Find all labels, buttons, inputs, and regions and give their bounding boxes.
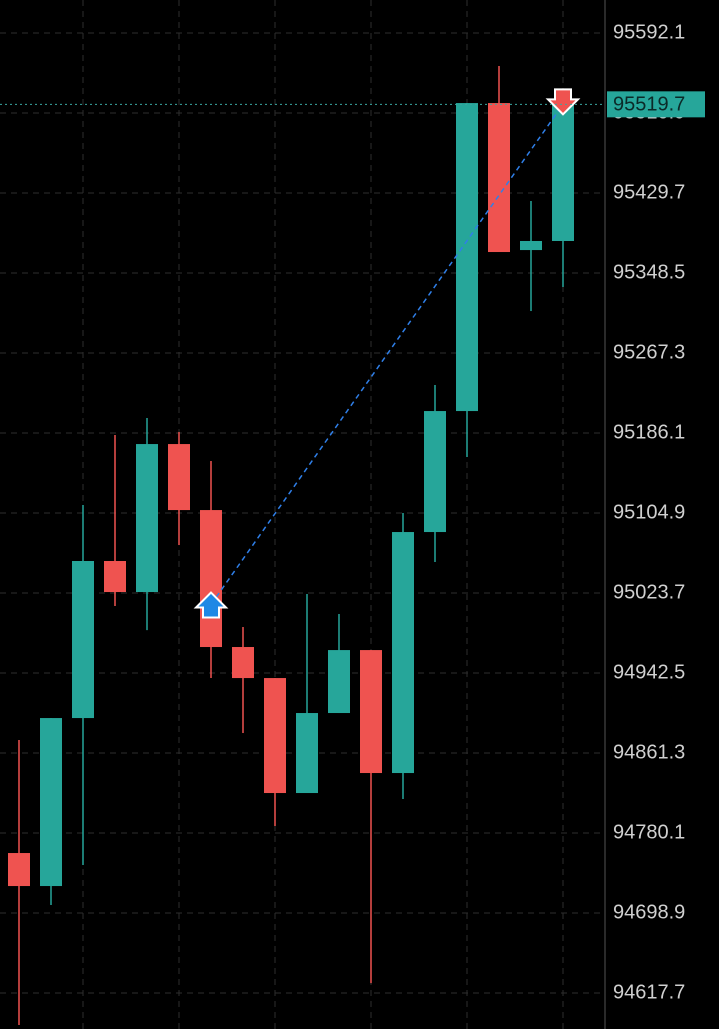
candle-body [456, 103, 478, 412]
candle-body [40, 718, 62, 887]
candle-body [8, 853, 30, 887]
sell-arrow [545, 88, 581, 116]
y-tick-label: 94698.9 [613, 901, 685, 923]
y-tick-label: 95104.9 [613, 501, 685, 523]
candle-body [232, 647, 254, 679]
candle-body [136, 444, 158, 593]
candle-body [264, 678, 286, 794]
y-tick-label: 94780.1 [613, 821, 685, 843]
y-tick-label: 94942.5 [613, 661, 685, 683]
candle-body [328, 650, 350, 714]
candle-body [104, 561, 126, 593]
y-tick-label: 95592.1 [613, 21, 685, 43]
y-tick-label: 95429.7 [613, 181, 685, 203]
y-tick-label: 95186.1 [613, 421, 685, 443]
candle-body [168, 444, 190, 511]
candle-body [424, 411, 446, 533]
last-price-label: 95519.7 [613, 94, 685, 116]
candle-body [488, 103, 510, 253]
y-tick-label: 95023.7 [613, 581, 685, 603]
candle-body [552, 104, 574, 241]
candle-body [360, 650, 382, 774]
candle-body [392, 532, 414, 774]
last-price-box [607, 91, 705, 118]
y-tick-label: 94617.7 [613, 981, 685, 1003]
candle-body [72, 561, 94, 719]
buy-arrow [193, 591, 229, 619]
y-tick-label: 94861.3 [613, 741, 685, 763]
candle-body [296, 713, 318, 794]
trade-line [210, 103, 564, 605]
candle-body [200, 510, 222, 648]
candle-body [520, 240, 542, 251]
y-tick-label: 95267.3 [613, 341, 685, 363]
y-tick-label: 95348.5 [613, 261, 685, 283]
